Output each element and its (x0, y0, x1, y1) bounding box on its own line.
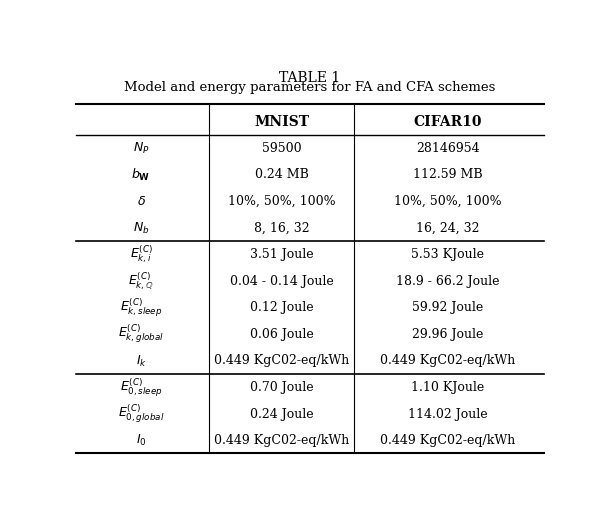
Text: 0.449 KgC02-eq/kWh: 0.449 KgC02-eq/kWh (214, 355, 349, 367)
Text: 10%, 50%, 100%: 10%, 50%, 100% (394, 195, 501, 208)
Text: 0.449 KgC02-eq/kWh: 0.449 KgC02-eq/kWh (214, 434, 349, 447)
Text: 10%, 50%, 100%: 10%, 50%, 100% (228, 195, 335, 208)
Text: $E_{k,i}^{(C)}$: $E_{k,i}^{(C)}$ (129, 244, 153, 265)
Text: TABLE 1: TABLE 1 (279, 71, 340, 85)
Text: CIFAR10: CIFAR10 (413, 115, 482, 129)
Text: $N_P$: $N_P$ (133, 141, 149, 156)
Text: 0.449 KgC02-eq/kWh: 0.449 KgC02-eq/kWh (380, 355, 515, 367)
Text: 0.06 Joule: 0.06 Joule (249, 328, 313, 341)
Text: $N_b$: $N_b$ (133, 220, 149, 236)
Text: 0.70 Joule: 0.70 Joule (249, 381, 313, 394)
Text: Model and energy parameters for FA and CFA schemes: Model and energy parameters for FA and C… (124, 81, 495, 94)
Text: $E_{0,global}^{(C)}$: $E_{0,global}^{(C)}$ (118, 403, 164, 425)
Text: 0.449 KgC02-eq/kWh: 0.449 KgC02-eq/kWh (380, 434, 515, 447)
Text: 3.51 Joule: 3.51 Joule (249, 248, 313, 261)
Text: 16, 24, 32: 16, 24, 32 (416, 221, 480, 235)
Text: 59.92 Joule: 59.92 Joule (412, 301, 483, 314)
Text: 5.53 KJoule: 5.53 KJoule (411, 248, 484, 261)
Text: $I_k$: $I_k$ (135, 354, 147, 368)
Text: 0.24 MB: 0.24 MB (254, 168, 309, 181)
Text: 8, 16, 32: 8, 16, 32 (254, 221, 309, 235)
Text: $b_{\mathbf{W}}$: $b_{\mathbf{W}}$ (132, 167, 150, 183)
Text: $E_{k,\mathbb{Q}}^{(C)}$: $E_{k,\mathbb{Q}}^{(C)}$ (128, 270, 154, 292)
Text: $E_{k,global}^{(C)}$: $E_{k,global}^{(C)}$ (118, 323, 164, 345)
Text: $E_{k,sleep}^{(C)}$: $E_{k,sleep}^{(C)}$ (120, 297, 162, 319)
Text: $\delta$: $\delta$ (137, 195, 146, 208)
Text: 114.02 Joule: 114.02 Joule (408, 408, 487, 421)
Text: 0.12 Joule: 0.12 Joule (249, 301, 313, 314)
Text: $E_{0,sleep}^{(C)}$: $E_{0,sleep}^{(C)}$ (120, 376, 162, 399)
Text: $I_0$: $I_0$ (136, 433, 146, 449)
Text: 29.96 Joule: 29.96 Joule (412, 328, 483, 341)
Text: MNIST: MNIST (254, 115, 309, 129)
Text: 18.9 - 66.2 Joule: 18.9 - 66.2 Joule (396, 275, 500, 288)
Text: 59500: 59500 (262, 142, 301, 155)
Text: 0.04 - 0.14 Joule: 0.04 - 0.14 Joule (230, 275, 333, 288)
Text: 112.59 MB: 112.59 MB (413, 168, 483, 181)
Text: 28146954: 28146954 (416, 142, 480, 155)
Text: 0.24 Joule: 0.24 Joule (249, 408, 313, 421)
Text: 1.10 KJoule: 1.10 KJoule (411, 381, 484, 394)
